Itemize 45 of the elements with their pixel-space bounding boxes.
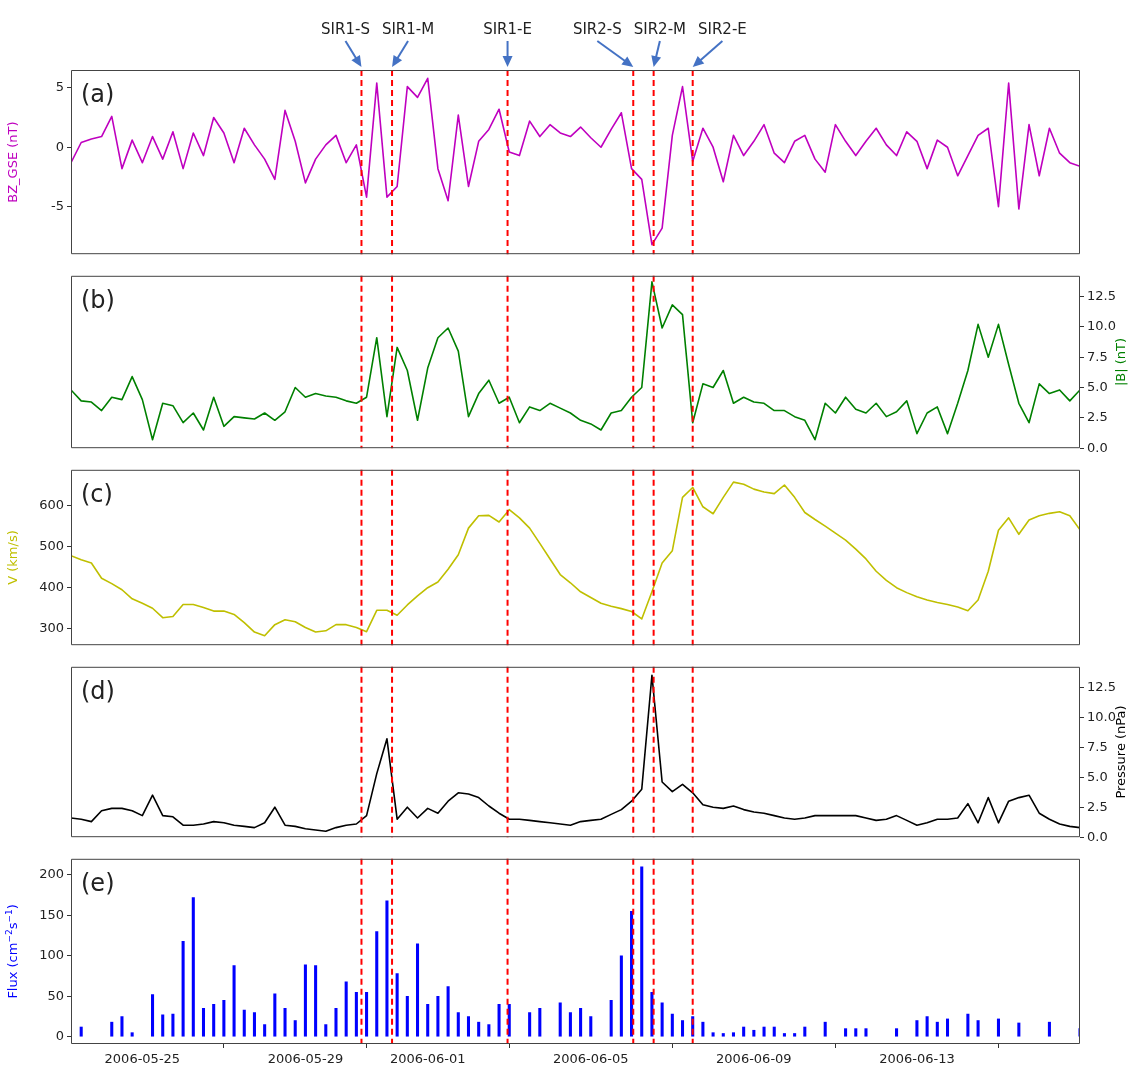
ref-line-label: SIR2-E — [698, 19, 747, 38]
y-axis-title: V (km/s) — [5, 530, 21, 585]
y-tick-label: 100 — [39, 947, 64, 963]
x-tick-label: 2006-06-01 — [389, 1051, 466, 1067]
annotation: (e) — [81, 869, 115, 898]
x-tick-label: 2006-06-05 — [553, 1051, 629, 1067]
y-tick-label: -5 — [51, 198, 64, 214]
y-tick-label: 200 — [39, 866, 64, 882]
y-tick-label: 600 — [39, 496, 64, 512]
y-tick-label: 150 — [39, 906, 64, 922]
annotation: (c) — [81, 480, 113, 509]
x-tick-label: 2006-06-13 — [879, 1051, 955, 1067]
y-tick-label: 300 — [39, 620, 64, 636]
ref-line-label: SIR1-E — [483, 19, 532, 38]
ref-line-label: SIR1-S — [321, 19, 370, 38]
x-tick-label: 2006-05-25 — [104, 1051, 181, 1067]
y-axis-title: Flux (cm−2s−1) — [3, 904, 21, 999]
y2-tick-label: 12.5 — [1087, 287, 1116, 303]
y-tick-label: 50 — [47, 987, 64, 1003]
y-tick-label: 5 — [55, 79, 64, 95]
y2-tick-label: 7.5 — [1087, 738, 1108, 754]
y2-tick-label: 2.5 — [1087, 409, 1108, 425]
y2-tick-label: 10.0 — [1087, 708, 1116, 724]
x-tick-label: 2006-06-09 — [716, 1051, 792, 1067]
annotation: (d) — [81, 677, 115, 706]
y2-tick-label: 5.0 — [1087, 378, 1108, 394]
y2-tick-label: 0.0 — [1087, 439, 1108, 455]
y2-tick-label: 10.0 — [1087, 318, 1116, 334]
ref-line-label: SIR2-M — [633, 19, 687, 38]
y2-tick-label: 7.5 — [1087, 348, 1108, 364]
y-tick-label: 500 — [39, 537, 64, 553]
y2-axis-title: |B| (nT) — [1113, 337, 1129, 387]
annotation: (b) — [81, 286, 115, 315]
y2-tick-label: 12.5 — [1087, 678, 1116, 694]
y-tick-label: 0 — [55, 138, 64, 154]
x-tick-label: 2006-05-29 — [267, 1051, 344, 1067]
annotation: (a) — [81, 80, 115, 109]
y2-tick-label: 2.5 — [1087, 798, 1108, 814]
y-axis-title: BZ_GSE (nT) — [5, 121, 21, 203]
y-tick-label: 0 — [55, 1028, 64, 1044]
y2-tick-label: 5.0 — [1087, 768, 1108, 784]
ref-line-label: SIR2-S — [572, 19, 622, 38]
ref-line-label: SIR1-M — [381, 19, 435, 38]
y2-tick-label: 0.0 — [1087, 828, 1108, 844]
y-tick-label: 400 — [39, 579, 64, 595]
